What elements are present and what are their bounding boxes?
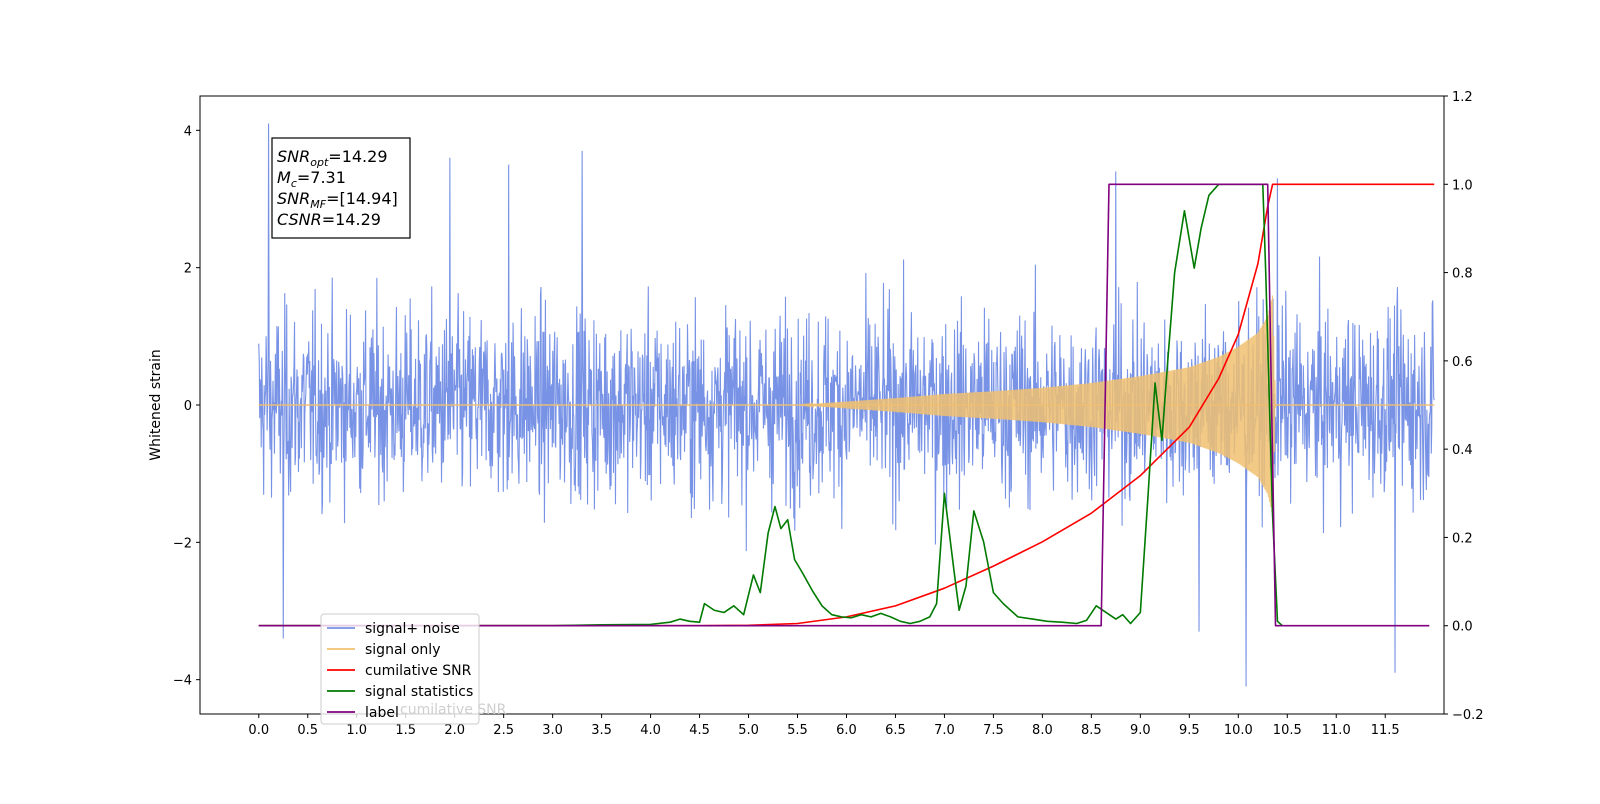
legend-label: signal only [365,642,440,658]
statistics-series-group [258,183,1435,627]
annotation-line: SNRMF=[14.94] [277,189,398,211]
y-tick-label: −2 [173,536,192,551]
x-axis: 0.0 0.5 1.0 1.5 2.0 2.5 3.0 3.5 4.0 4.5 5.0 5.5 6.0 6… [248,714,1400,738]
y2-tick-label: −0.2 [1452,708,1484,723]
x-tick-label: 4.0 [640,723,661,738]
annotation-frame [271,137,411,239]
y-axis-label: Whitened strain [148,349,164,460]
legend-label: signal statistics [365,684,473,700]
y2-tick-label: 0.0 [1452,620,1473,635]
x-tick-label: 9.0 [1130,723,1151,738]
legend: cumilative SNR signal+ noise signal only cu… [320,613,507,725]
legend-label: cumilative SNR [365,663,472,679]
y2-tick-label: 0.2 [1452,531,1473,546]
y2-tick-label: 0.6 [1452,355,1473,370]
x-tick-label: 5.0 [738,723,759,738]
x-tick-label: 10.0 [1224,723,1253,738]
legend-label: signal+ noise [365,621,460,637]
y2-tick-label: 1.2 [1452,90,1473,105]
x-tick-label: 8.0 [1032,723,1053,738]
label-line [258,183,1430,627]
legend-label: label [365,705,399,721]
annotation-line: Mc=7.31 [277,168,346,190]
x-tick-label: 2.5 [493,723,514,738]
x-tick-label: 2.0 [444,723,465,738]
signal-only-series [258,295,1435,513]
x-tick-label: 3.5 [591,723,612,738]
x-tick-label: 11.0 [1322,723,1351,738]
y-tick-label: 2 [184,262,192,277]
y2-tick-label: 1.0 [1452,178,1473,193]
x-tick-label: 3.0 [542,723,563,738]
x-tick-label: 9.5 [1179,723,1200,738]
y-tick-label: 4 [184,124,192,139]
legend-overlay-text: cumilative SNR [400,702,507,718]
signal-statistics-line [258,183,1283,627]
x-tick-label: 10.5 [1273,723,1302,738]
x-tick-label: 8.5 [1081,723,1102,738]
x-tick-label: 0.5 [297,723,318,738]
y2-tick-label: 0.8 [1452,267,1473,282]
y-axis-left: 4 2 0 −2 −4 [173,124,200,689]
x-tick-label: 7.5 [983,723,1004,738]
x-tick-label: 6.5 [885,723,906,738]
x-tick-label: 7.0 [934,723,955,738]
annotation-line: CSNR=14.29 [277,210,381,229]
x-tick-label: 11.5 [1371,723,1400,738]
cumulative-snr-line [258,183,1435,627]
y-axis-right: 1.2 1.0 0.8 0.6 0.4 0.2 0.0 −0.2 [1444,90,1484,723]
x-tick-label: 6.0 [836,723,857,738]
y2-tick-label: 0.4 [1452,443,1473,458]
x-tick-label: 1.5 [395,723,416,738]
stats-annotation-box: SNRopt=14.29Mc=7.31SNRMF=[14.94]CSNR=14.… [271,137,411,239]
y-tick-label: −4 [173,674,192,689]
x-tick-label: 0.0 [248,723,269,738]
x-tick-label: 1.0 [346,723,367,738]
y-tick-label: 0 [184,399,192,414]
x-tick-label: 4.5 [689,723,710,738]
annotation-line: SNRopt=14.29 [277,147,388,169]
legend-frame [320,613,480,725]
x-tick-label: 5.5 [787,723,808,738]
